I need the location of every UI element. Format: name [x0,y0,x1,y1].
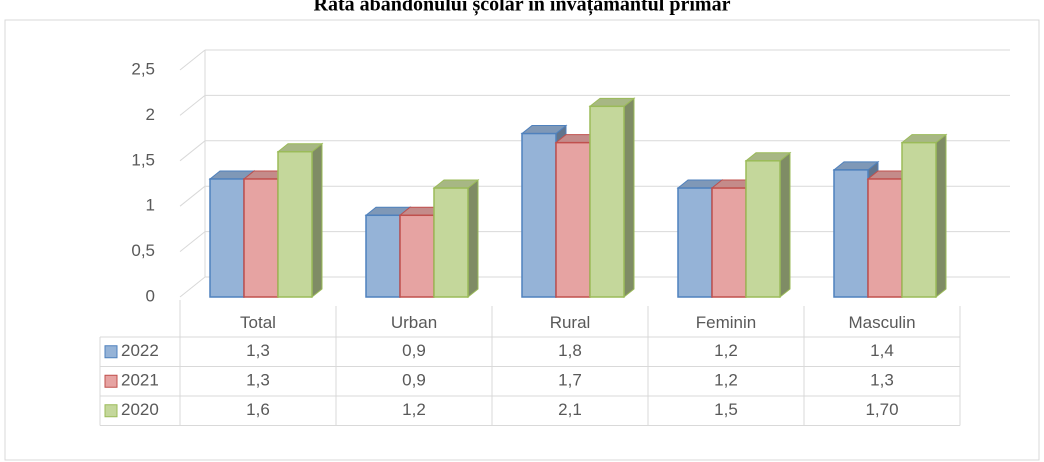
x-tick-label: Rural [550,313,591,332]
table-value: 1,2 [714,341,738,360]
bar-side [623,97,635,299]
x-tick-label: Masculin [848,313,915,332]
y-tick-label: 1,5 [131,150,155,169]
bar [677,187,713,298]
y-tick-label: 0 [146,286,155,305]
bar [433,187,469,298]
y-tick-label: 0,5 [131,241,155,260]
bar-side [779,151,791,299]
legend-swatch [104,345,118,359]
bar [833,169,869,298]
bar [555,141,591,298]
bar [399,214,435,298]
bar-side [935,133,947,299]
chart-border [4,19,1040,461]
bar [901,141,937,298]
chart-title: Rata abandonului școlar în învățământul … [314,0,731,17]
bar [365,214,401,298]
grid-diagonal [179,231,206,252]
grid-diagonal [179,49,206,71]
y-tick-label: 2 [146,105,155,124]
bar [589,105,625,298]
bar [867,178,903,298]
x-tick-label: Urban [391,313,437,332]
x-tick-label: Feminin [696,313,756,332]
table-value: 1,3 [870,371,894,390]
grid-diagonal [179,276,206,298]
legend-label: 2020 [121,400,159,419]
bar [277,150,313,298]
legend-swatch [104,404,118,418]
bar [521,132,557,298]
table-value: 1,3 [246,371,270,390]
grid-diagonal [179,185,206,207]
table-value: 1,5 [714,400,738,419]
legend-label: 2022 [121,341,159,360]
grid-diagonal [179,95,206,116]
table-value: 1,4 [870,341,894,360]
bar [243,178,279,298]
table-value: 1,8 [558,341,582,360]
x-tick-label: Total [240,313,276,332]
table-value: 1,2 [402,400,426,419]
table-value: 1,3 [246,341,270,360]
legend-label: 2021 [121,371,159,390]
bar [745,160,781,298]
table-value: 1,6 [246,400,270,419]
grid-diagonal [179,140,206,162]
legend-swatch [104,374,118,388]
bar [711,187,747,298]
table-value: 2,1 [558,400,582,419]
table-value: 1,7 [558,371,582,390]
bar-side [311,142,323,299]
y-tick-label: 1 [146,196,155,215]
table-value: 1,70 [865,400,898,419]
table-value: 1,2 [714,371,738,390]
table-value: 0,9 [402,341,426,360]
y-tick-label: 2,5 [131,59,155,78]
bar-side [467,178,479,299]
bar [209,178,245,298]
table-value: 0,9 [402,371,426,390]
